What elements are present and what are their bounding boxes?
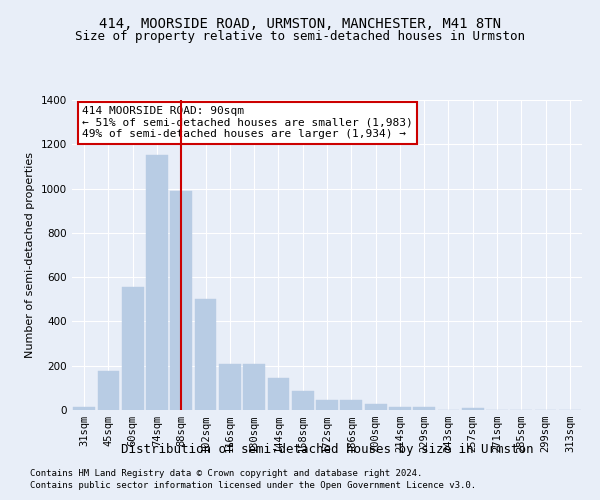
Text: 414, MOORSIDE ROAD, URMSTON, MANCHESTER, M41 8TN: 414, MOORSIDE ROAD, URMSTON, MANCHESTER,… [99, 18, 501, 32]
Bar [462, 408, 484, 410]
Text: 414 MOORSIDE ROAD: 90sqm
← 51% of semi-detached houses are smaller (1,983)
49% o: 414 MOORSIDE ROAD: 90sqm ← 51% of semi-d… [82, 106, 413, 140]
Bar [292, 391, 314, 410]
Text: Contains HM Land Registry data © Crown copyright and database right 2024.: Contains HM Land Registry data © Crown c… [30, 468, 422, 477]
Bar [194, 300, 217, 410]
Text: Contains public sector information licensed under the Open Government Licence v3: Contains public sector information licen… [30, 481, 476, 490]
Bar [243, 364, 265, 410]
Bar [219, 364, 241, 410]
Text: Size of property relative to semi-detached houses in Urmston: Size of property relative to semi-detach… [75, 30, 525, 43]
Bar [146, 156, 168, 410]
Bar [316, 400, 338, 410]
Bar [413, 406, 435, 410]
Bar [340, 400, 362, 410]
Bar [122, 287, 143, 410]
Bar [389, 406, 411, 410]
Bar [365, 404, 386, 410]
Text: Distribution of semi-detached houses by size in Urmston: Distribution of semi-detached houses by … [121, 442, 533, 456]
Bar [170, 191, 192, 410]
Y-axis label: Number of semi-detached properties: Number of semi-detached properties [25, 152, 35, 358]
Bar [97, 371, 119, 410]
Bar [73, 406, 95, 410]
Bar [268, 378, 289, 410]
